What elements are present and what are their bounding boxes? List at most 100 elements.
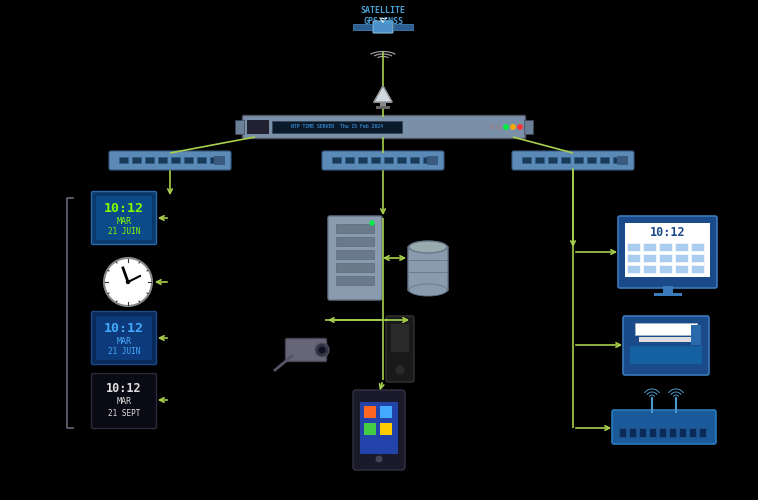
Circle shape [496, 125, 501, 129]
Text: 21 JUIN: 21 JUIN [108, 348, 140, 356]
Bar [699, 428, 706, 437]
Bar [336, 276, 374, 285]
Bar [336, 237, 374, 246]
Polygon shape [374, 86, 392, 102]
Bar [643, 243, 656, 251]
Circle shape [396, 366, 405, 374]
Bar [397, 157, 406, 163]
Bar [617, 156, 628, 165]
Bar [380, 102, 386, 106]
Bar [184, 157, 193, 163]
FancyBboxPatch shape [92, 374, 156, 428]
Bar [380, 423, 392, 435]
Bar [625, 223, 710, 277]
Bar [332, 157, 341, 163]
Bar [391, 324, 409, 352]
Bar [214, 156, 225, 165]
Circle shape [318, 346, 325, 354]
Bar [376, 106, 390, 109]
Bar [679, 428, 686, 437]
Bar [132, 157, 141, 163]
Bar [197, 157, 206, 163]
Text: 10:12: 10:12 [106, 382, 142, 396]
Text: MAR: MAR [117, 338, 131, 346]
Text: SATELLITE
GPS/GNSS: SATELLITE GPS/GNSS [361, 6, 406, 25]
Bar [675, 265, 688, 273]
Bar [675, 243, 688, 251]
Ellipse shape [409, 284, 447, 296]
Bar [635, 323, 697, 335]
Bar [336, 224, 374, 233]
Bar [659, 243, 672, 251]
Bar [659, 428, 666, 437]
Circle shape [490, 125, 494, 129]
Text: 10:12: 10:12 [104, 322, 144, 336]
Bar [384, 157, 393, 163]
FancyBboxPatch shape [373, 21, 393, 33]
Bar [394, 24, 413, 30]
Circle shape [504, 125, 508, 129]
Bar [119, 157, 128, 163]
Bar [427, 156, 438, 165]
Bar [210, 157, 219, 163]
Bar [587, 157, 596, 163]
Bar [643, 265, 656, 273]
Text: 21 JUIN: 21 JUIN [108, 228, 140, 236]
Bar [524, 120, 533, 134]
Bar [96, 316, 152, 360]
Circle shape [370, 221, 374, 225]
Bar [629, 428, 636, 437]
Circle shape [127, 280, 130, 283]
Bar [691, 243, 704, 251]
Bar [364, 423, 376, 435]
FancyBboxPatch shape [92, 192, 156, 244]
Bar [691, 265, 704, 273]
Bar [380, 406, 392, 418]
Text: MAR: MAR [117, 218, 131, 226]
Bar [561, 157, 570, 163]
Bar [548, 157, 557, 163]
Bar [336, 263, 374, 272]
Bar [235, 120, 244, 134]
Bar [689, 428, 696, 437]
Bar [639, 337, 693, 342]
Bar [659, 254, 672, 262]
Circle shape [518, 125, 522, 129]
Bar [630, 346, 702, 364]
Bar [653, 293, 681, 296]
Bar [358, 157, 367, 163]
FancyBboxPatch shape [408, 246, 448, 291]
FancyBboxPatch shape [328, 216, 382, 300]
Text: NTP TIME SERVER  Thu 15 Feb 2024: NTP TIME SERVER Thu 15 Feb 2024 [291, 124, 383, 130]
Bar [643, 254, 656, 262]
Circle shape [375, 456, 383, 462]
Bar [669, 428, 676, 437]
FancyBboxPatch shape [92, 312, 156, 364]
FancyBboxPatch shape [386, 316, 414, 382]
FancyBboxPatch shape [286, 338, 327, 361]
FancyBboxPatch shape [512, 151, 634, 170]
Bar [423, 157, 432, 163]
Text: MAR: MAR [117, 398, 131, 406]
FancyBboxPatch shape [623, 316, 709, 375]
FancyBboxPatch shape [618, 216, 717, 288]
Bar [659, 265, 672, 273]
Bar [627, 265, 640, 273]
Bar [691, 325, 701, 345]
FancyBboxPatch shape [612, 410, 716, 444]
Bar [619, 428, 626, 437]
Circle shape [315, 343, 329, 357]
Bar [410, 157, 419, 163]
Bar [247, 120, 269, 134]
Ellipse shape [409, 241, 447, 253]
Bar [675, 254, 688, 262]
Bar [96, 196, 152, 240]
Bar [649, 428, 656, 437]
Bar [371, 157, 380, 163]
Bar [600, 157, 609, 163]
Bar [171, 157, 180, 163]
Bar [522, 157, 531, 163]
FancyBboxPatch shape [322, 151, 444, 170]
Bar [639, 428, 646, 437]
Text: 10:12: 10:12 [104, 202, 144, 215]
